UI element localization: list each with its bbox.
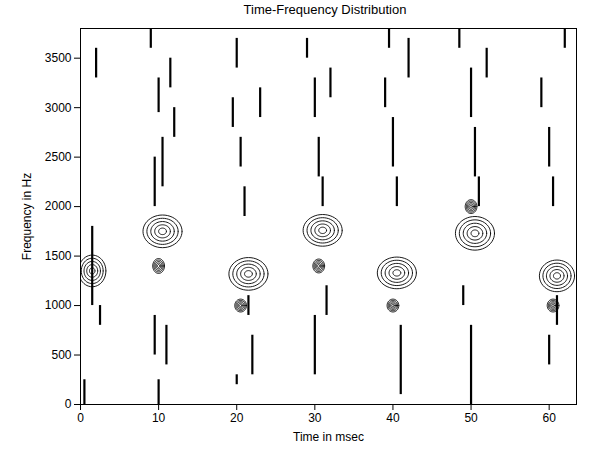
svg-text:2500: 2500 xyxy=(45,150,72,164)
svg-text:2000: 2000 xyxy=(45,199,72,213)
svg-text:0: 0 xyxy=(77,411,84,425)
svg-text:60: 60 xyxy=(542,411,556,425)
svg-text:1000: 1000 xyxy=(45,298,72,312)
svg-text:50: 50 xyxy=(464,411,478,425)
svg-text:Time in msec: Time in msec xyxy=(293,430,364,444)
svg-text:40: 40 xyxy=(386,411,400,425)
svg-text:3500: 3500 xyxy=(45,51,72,65)
svg-text:0: 0 xyxy=(65,397,72,411)
svg-text:1500: 1500 xyxy=(45,249,72,263)
html-text:Time-Frequency Distribution: Time-Frequency Distribution xyxy=(243,2,407,17)
svg-text:Frequency in Hz: Frequency in Hz xyxy=(20,173,34,260)
svg-text:20: 20 xyxy=(230,411,244,425)
svg-text:30: 30 xyxy=(308,411,322,425)
svg-text:10: 10 xyxy=(152,411,166,425)
svg-text:3000: 3000 xyxy=(45,100,72,114)
svg-text:500: 500 xyxy=(51,348,71,362)
